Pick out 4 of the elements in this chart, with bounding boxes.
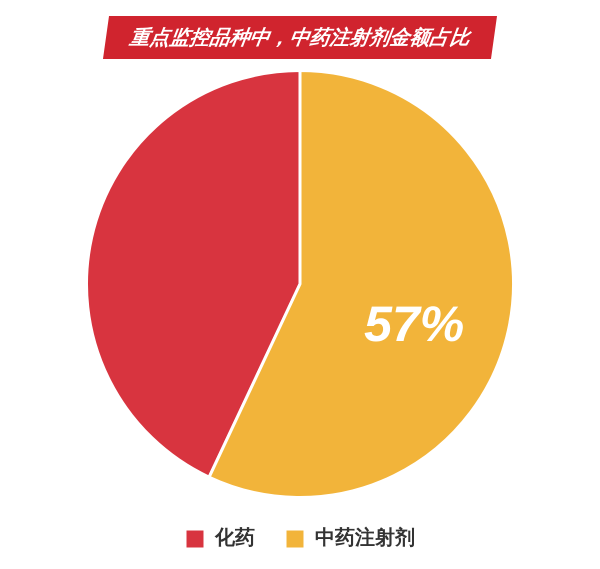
data-label: 57% [364, 296, 464, 352]
legend-label: 化药 [214, 525, 255, 550]
legend-label: 中药注射剂 [315, 525, 415, 550]
chart-title: 重点监控品种中，中药注射剂金额占比 [102, 16, 498, 59]
